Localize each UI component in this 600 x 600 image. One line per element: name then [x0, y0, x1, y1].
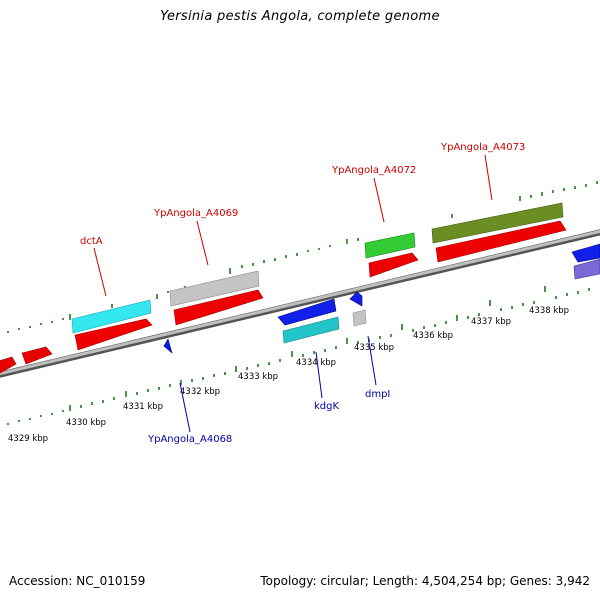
gene-arrow-YpAngola_A4069[interactable]: [173, 289, 264, 326]
forward-genes: [0, 202, 567, 374]
gene-arrow-kdgK[interactable]: [282, 316, 340, 344]
gene-arrow-YpAngola_A4072[interactable]: [368, 252, 419, 278]
scale-label-4331: 4331 kbp: [123, 402, 163, 412]
gene-arrow[interactable]: [0, 356, 17, 374]
gene-labels: dctA YpAngola_A4069 YpAngola_A4072 YpAng…: [80, 142, 525, 445]
gene-arrow-cyan[interactable]: [71, 299, 152, 334]
accession-text: Accession: NC_010159: [9, 574, 146, 588]
scale-label-4334: 4334 kbp: [296, 358, 336, 368]
gene-label-YpAngola_A4069: YpAngola_A4069: [153, 208, 238, 219]
scale-label-4330: 4330 kbp: [66, 418, 106, 428]
reverse-genes: [163, 243, 600, 354]
genome-backbone: [0, 229, 600, 378]
scale-label-4333: 4333 kbp: [238, 372, 278, 382]
genome-stats: Topology: circular; Length: 4,504,254 bp…: [260, 574, 590, 588]
gene-label-YpAngola_A4073: YpAngola_A4073: [440, 142, 525, 153]
scale-labels: 4329 kbp 4330 kbp 4331 kbp 4332 kbp 4333…: [8, 306, 569, 444]
upper-tick-track: [7, 181, 598, 333]
gene-arrow-blue-small[interactable]: [349, 291, 363, 307]
gene-arrow-YpAngola_A4073[interactable]: [435, 220, 567, 263]
gene-grey-block[interactable]: [169, 270, 260, 307]
gene-label-YpAngola_A4072: YpAngola_A4072: [331, 165, 416, 176]
lower-tick-track: [7, 286, 590, 425]
scale-label-4329: 4329 kbp: [8, 434, 48, 444]
scale-label-4336: 4336 kbp: [413, 331, 453, 341]
gene-label-dctA: dctA: [80, 236, 103, 247]
map-title: Yersinia pestis Angola, complete genome: [160, 9, 440, 24]
gene-arrow-right-purple[interactable]: [573, 258, 600, 280]
label-leaders: [93, 154, 493, 433]
gene-green-block[interactable]: [364, 232, 416, 259]
gene-arrow-blue[interactable]: [277, 298, 337, 326]
gene-label-kdgK: kdgK: [314, 401, 339, 412]
gene-label-YpAngola_A4068: YpAngola_A4068: [147, 434, 232, 445]
scale-label-4337: 4337 kbp: [471, 317, 511, 327]
gene-arrow-YpAngola_A4068[interactable]: [163, 338, 173, 354]
scale-label-4332: 4332 kbp: [180, 387, 220, 397]
scale-label-4335: 4335 kbp: [354, 343, 394, 353]
gene-arrow-dctA[interactable]: [74, 318, 153, 351]
gene-olive-block[interactable]: [431, 202, 564, 244]
gene-label-dmpI: dmpI: [365, 389, 390, 400]
gene-arrow-dmpI[interactable]: [352, 309, 367, 327]
gene-arrow[interactable]: [21, 346, 53, 365]
gene-arrow-right-blue[interactable]: [571, 243, 600, 263]
scale-label-4338: 4338 kbp: [529, 306, 569, 316]
